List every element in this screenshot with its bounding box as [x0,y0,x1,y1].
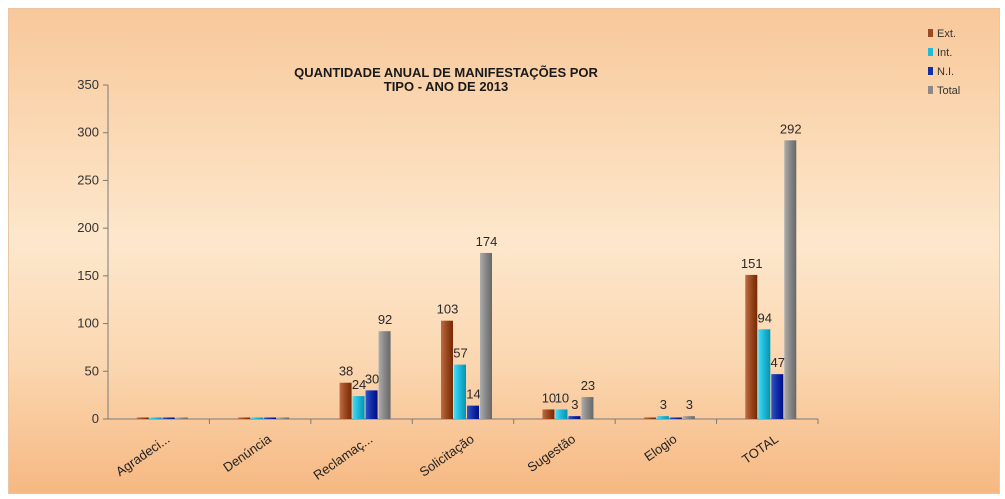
bar-ext [339,382,352,419]
data-label: 94 [758,310,772,325]
y-tick-label: 250 [77,172,99,187]
bar-int [758,329,771,419]
bar-total [277,417,290,419]
bar-int [656,416,669,419]
data-label: 57 [453,346,467,361]
data-label: 151 [741,256,763,271]
bar-int [251,417,264,419]
chart-title: QUANTIDADE ANUAL DE MANIFESTAÇÕES POR [294,65,598,80]
data-label: 10 [555,390,569,405]
bar-int [352,396,365,419]
bar-ni [771,374,784,419]
bar-ext [136,417,149,419]
legend-swatch [928,67,933,75]
data-label: 103 [437,302,459,317]
bar-total [581,397,594,419]
data-label: 3 [660,397,667,412]
data-label: 30 [365,371,379,386]
bar-int [555,409,568,419]
bar-int [454,364,466,419]
category-label: Reclamaç... [310,431,375,483]
bar-total [175,417,188,419]
legend-label: Int. [937,47,952,59]
y-tick-label: 200 [77,220,99,235]
y-tick-label: 0 [92,411,99,426]
data-label: 24 [352,377,366,392]
data-label: 292 [780,121,802,136]
chart-title: TIPO - ANO DE 2013 [384,79,509,94]
data-label: 10 [542,390,556,405]
data-label: 14 [466,387,480,402]
category-label: Elogio [641,431,679,464]
category-label: Agradeci... [113,431,173,479]
bar-ext [745,274,758,419]
bar-ext [542,409,555,419]
y-tick-label: 50 [85,363,99,378]
y-tick-label: 100 [77,316,99,331]
data-label: 23 [581,378,595,393]
category-label: Sugestão [525,431,579,475]
legend-label: N.I. [937,66,954,78]
bar-ni [568,416,581,419]
bar-total [378,331,391,419]
bar-ni [365,390,378,419]
category-label: Denúncia [220,431,274,475]
bar-ext [643,417,656,419]
data-label: 3 [571,397,578,412]
data-label: 38 [339,364,353,379]
data-label: 92 [378,312,392,327]
bar-total [682,416,695,419]
y-tick-label: 300 [77,125,99,140]
y-tick-label: 350 [77,77,99,92]
bar-ext [441,320,453,419]
category-label: TOTAL [739,431,781,467]
category-label: Solicitação [417,431,477,479]
legend-label: Total [937,85,960,97]
chart-area [8,8,1000,494]
bar-total [480,252,492,419]
bar-total [784,140,797,419]
legend-swatch [928,86,933,94]
bar-ni [467,405,479,419]
y-tick-label: 150 [77,268,99,283]
data-label: 174 [476,234,498,249]
legend-label: Ext. [937,28,956,40]
legend-swatch [928,29,933,37]
bar-ni [162,417,175,419]
data-label: 3 [686,397,693,412]
data-label: 47 [771,355,785,370]
bar-ext [238,417,251,419]
bar-int [149,417,162,419]
bar-ni [669,417,682,419]
legend-swatch [928,48,933,56]
bar-ni [264,417,277,419]
